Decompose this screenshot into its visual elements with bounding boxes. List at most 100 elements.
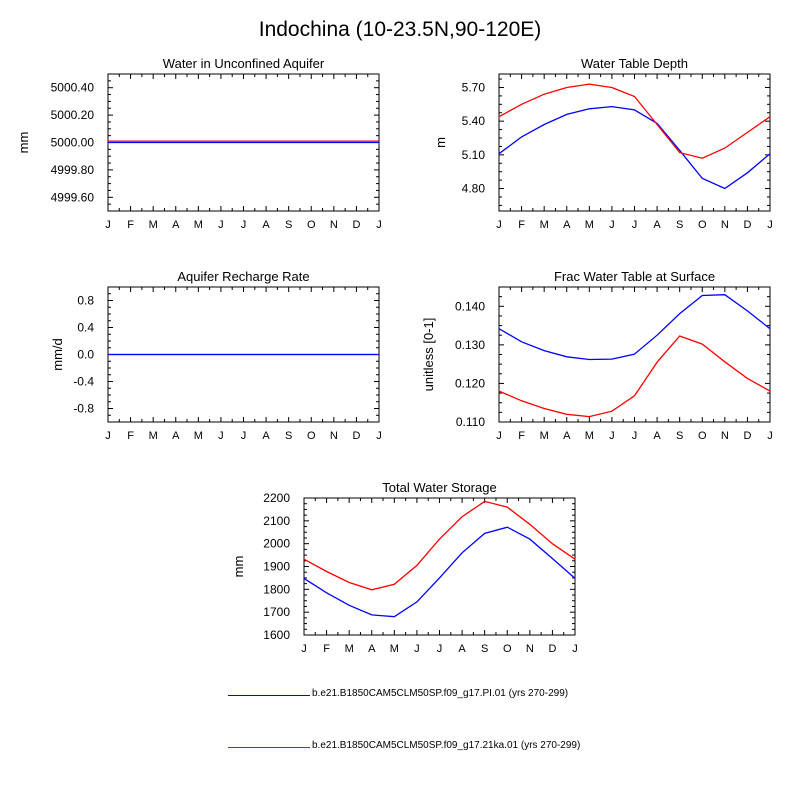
x-tick-label-recharge: N xyxy=(330,430,338,442)
x-tick-label-fwt: F xyxy=(518,430,525,442)
x-tick-label-wtd: O xyxy=(698,219,707,231)
x-tick-label-fwt: N xyxy=(721,430,729,442)
x-tick-label-aquifer: J xyxy=(376,219,382,231)
y-tick-label-aquifer: 4999.60 xyxy=(51,190,95,204)
x-tick-label-aquifer: F xyxy=(127,219,134,231)
x-tick-label-fwt: A xyxy=(563,430,571,442)
x-tick-label-wtd: M xyxy=(540,219,549,231)
y-tick-label-fwt: 0.110 xyxy=(456,415,485,429)
y-tick-label-fwt: 0.140 xyxy=(455,299,485,313)
series-line-wtd-pi xyxy=(498,105,771,190)
series-line-fwt-21ka xyxy=(498,335,771,418)
panel-title-aquifer: Water in Unconfined Aquifer xyxy=(163,56,325,71)
x-tick-label-wtd: J xyxy=(609,219,615,231)
x-tick-label-aquifer: D xyxy=(352,219,360,231)
x-tick-label-tws: F xyxy=(323,643,330,655)
series-line-tws-pi xyxy=(303,526,576,618)
y-tick-label-tws: 2000 xyxy=(263,537,290,551)
x-tick-label-recharge: F xyxy=(127,430,134,442)
x-tick-label-fwt: D xyxy=(743,430,751,442)
x-tick-label-recharge: J xyxy=(218,430,224,442)
y-tick-label-tws: 1600 xyxy=(263,628,290,642)
x-tick-label-wtd: S xyxy=(676,219,683,231)
plot-frame-wtd xyxy=(498,73,771,212)
legend-label-21ka: b.e21.B1850CAM5CLM50SP.f09_g17.21ka.01 (… xyxy=(312,740,581,751)
panels-group: Water in Unconfined Aquifer J F M A M J J A S O N D J… xyxy=(16,56,773,655)
y-tick-label-wtd: 5.70 xyxy=(462,80,486,94)
series-line-fwt-pi xyxy=(498,294,771,361)
x-tick-label-aquifer: S xyxy=(285,219,292,231)
y-tick-label-recharge: -0.4 xyxy=(73,375,94,389)
x-tick-label-recharge: M xyxy=(149,430,158,442)
panel-fwt: Frac Water Table at Surface J F M A M J J A S O N D J… xyxy=(421,269,773,442)
x-tick-label-recharge: J xyxy=(241,430,247,442)
x-tick-label-tws: J xyxy=(437,643,443,655)
x-tick-label-fwt: J xyxy=(496,430,502,442)
y-tick-label-fwt: 0.130 xyxy=(455,338,485,352)
y-axis-label-recharge: mm/d xyxy=(50,338,65,371)
x-tick-label-fwt: M xyxy=(585,430,594,442)
x-tick-label-recharge: J xyxy=(105,430,111,442)
panel-title-fwt: Frac Water Table at Surface xyxy=(554,269,715,284)
x-tick-label-wtd: D xyxy=(743,219,751,231)
y-axis-label-aquifer: mm xyxy=(16,132,31,154)
y-axis-label-tws: mm xyxy=(231,556,246,578)
legend-label-pi: b.e21.B1850CAM5CLM50SP.f09_g17.PI.01 (yr… xyxy=(312,688,569,699)
x-tick-label-aquifer: A xyxy=(172,219,180,231)
panel-tws: Total Water Storage J F M A M J J A S O N D J 1600 1700… xyxy=(231,480,578,655)
panel-title-tws: Total Water Storage xyxy=(382,480,496,495)
y-tick-label-tws: 1800 xyxy=(263,582,290,596)
x-tick-label-recharge: S xyxy=(285,430,292,442)
y-tick-label-fwt: 0.120 xyxy=(455,376,485,390)
panel-title-wtd: Water Table Depth xyxy=(581,56,688,71)
x-tick-label-fwt: J xyxy=(632,430,638,442)
x-tick-label-aquifer: J xyxy=(105,219,111,231)
x-tick-label-aquifer: M xyxy=(194,219,203,231)
x-tick-label-wtd: M xyxy=(585,219,594,231)
x-tick-label-tws: J xyxy=(301,643,307,655)
x-tick-label-wtd: F xyxy=(518,219,525,231)
x-tick-label-recharge: J xyxy=(376,430,382,442)
x-tick-label-wtd: A xyxy=(653,219,661,231)
x-tick-label-wtd: A xyxy=(563,219,571,231)
plot-frame-tws xyxy=(303,497,576,636)
legend-line-pi xyxy=(228,695,310,696)
x-tick-label-wtd: N xyxy=(721,219,729,231)
panel-title-recharge: Aquifer Recharge Rate xyxy=(177,269,309,284)
x-tick-label-aquifer: N xyxy=(330,219,338,231)
x-tick-label-recharge: O xyxy=(307,430,316,442)
y-tick-label-recharge: -0.8 xyxy=(73,402,94,416)
legend-line-21ka xyxy=(228,747,310,748)
x-tick-label-recharge: A xyxy=(262,430,270,442)
x-tick-label-fwt: J xyxy=(767,430,773,442)
y-tick-label-aquifer: 5000.00 xyxy=(51,136,95,150)
legend-item-21ka: b.e21.B1850CAM5CLM50SP.f09_g17.21ka.01 (… xyxy=(228,738,628,758)
x-tick-label-recharge: A xyxy=(172,430,180,442)
x-tick-label-wtd: J xyxy=(496,219,502,231)
panel-aquifer: Water in Unconfined Aquifer J F M A M J J A S O N D J… xyxy=(16,56,382,231)
x-tick-label-fwt: O xyxy=(698,430,707,442)
y-tick-label-wtd: 4.80 xyxy=(462,182,486,196)
series-line-tws-21ka xyxy=(303,500,576,591)
y-axis-label-wtd: m xyxy=(433,137,448,148)
x-tick-label-fwt: S xyxy=(676,430,683,442)
x-tick-label-tws: O xyxy=(503,643,512,655)
legend-item-pi: b.e21.B1850CAM5CLM50SP.f09_g17.PI.01 (yr… xyxy=(228,686,628,706)
x-tick-label-fwt: J xyxy=(609,430,615,442)
panel-wtd: Water Table Depth J F M A M J J A S O N D J 4.80 5.10 5.… xyxy=(433,56,773,231)
y-axis-label-fwt: unitless [0-1] xyxy=(421,318,436,392)
x-tick-label-aquifer: A xyxy=(262,219,270,231)
y-tick-label-tws: 2200 xyxy=(263,491,290,505)
x-tick-label-tws: M xyxy=(345,643,354,655)
y-tick-label-wtd: 5.10 xyxy=(462,148,486,162)
x-tick-label-fwt: A xyxy=(653,430,661,442)
y-tick-label-recharge: 0.8 xyxy=(77,294,94,308)
x-tick-label-wtd: J xyxy=(767,219,773,231)
x-tick-label-tws: S xyxy=(481,643,488,655)
y-tick-label-tws: 1900 xyxy=(263,560,290,574)
x-tick-label-aquifer: O xyxy=(307,219,316,231)
y-tick-label-tws: 1700 xyxy=(263,605,290,619)
x-tick-label-aquifer: M xyxy=(149,219,158,231)
